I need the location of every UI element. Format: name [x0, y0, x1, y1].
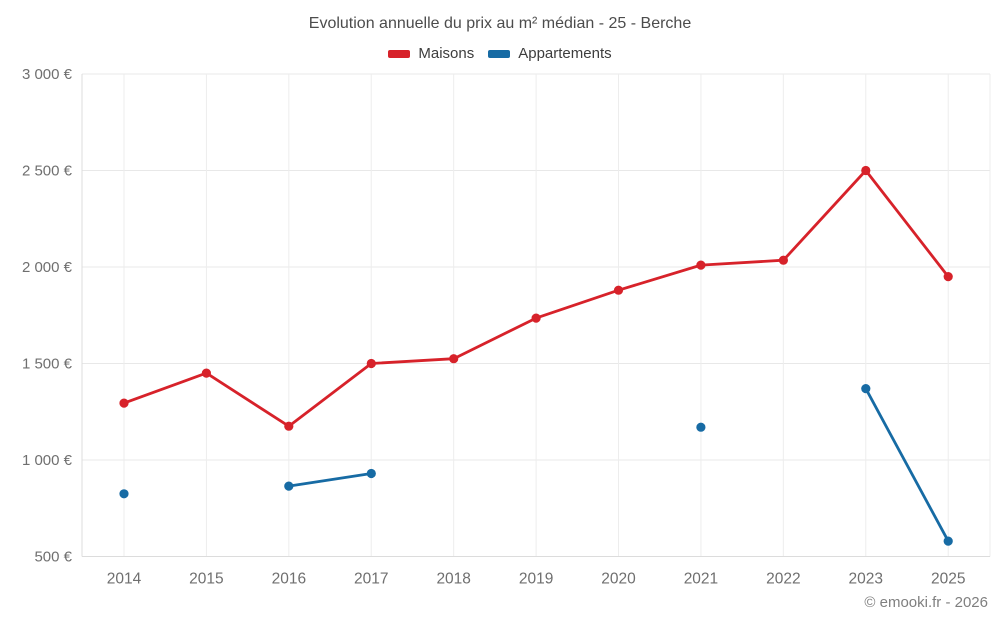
point-maisons-2019[interactable] — [531, 313, 541, 323]
point-maisons-2020[interactable] — [613, 285, 624, 295]
point-appartements-2023[interactable] — [861, 384, 871, 394]
y-tick-label: 500 € — [34, 549, 72, 566]
x-tick-label: 2023 — [849, 571, 883, 588]
x-tick-label: 2019 — [519, 571, 553, 588]
x-tick-label: 2018 — [436, 571, 470, 588]
y-tick-label: 2 000 € — [22, 259, 73, 276]
point-maisons-2018[interactable] — [449, 354, 459, 364]
point-maisons-2015[interactable] — [201, 368, 211, 378]
series-line-appartements — [287, 387, 950, 543]
x-tick-label: 2021 — [684, 571, 718, 588]
y-tick-label: 1 000 € — [22, 452, 73, 469]
point-maisons-2016[interactable] — [284, 421, 294, 431]
point-maisons-2025[interactable] — [943, 272, 953, 282]
point-maisons-2017[interactable] — [366, 358, 376, 369]
chart-title: Evolution annuelle du prix au m² médian … — [308, 15, 692, 32]
chart-legend: Maisons Appartements — [0, 45, 1000, 62]
point-appartements-2014[interactable] — [119, 489, 129, 499]
point-maisons-2023[interactable] — [861, 165, 871, 176]
point-maisons-2014[interactable] — [119, 398, 129, 408]
point-appartements-2017[interactable] — [366, 468, 376, 479]
copyright-text: © emooki.fr - 2026 — [864, 594, 988, 611]
x-tick-label: 2014 — [107, 571, 142, 588]
x-tick-label: 2017 — [354, 571, 388, 588]
x-tick-label: 2025 — [931, 571, 965, 588]
legend-swatch-appartements-icon — [488, 49, 511, 58]
y-tick-label: 2 500 € — [22, 163, 73, 180]
x-tick-label: 2015 — [189, 571, 223, 588]
legend-label-appartements: Appartements — [518, 45, 612, 62]
x-tick-label: 2022 — [766, 571, 800, 588]
y-tick-label: 1 500 € — [22, 356, 73, 373]
y-tick-label: 3 000 € — [22, 66, 73, 83]
x-tick-label: 2016 — [272, 571, 306, 588]
x-tick-label: 2020 — [601, 571, 636, 588]
point-appartements-2021[interactable] — [696, 422, 706, 432]
point-maisons-2022[interactable] — [778, 255, 789, 265]
legend-label-maisons: Maisons — [418, 45, 475, 62]
point-maisons-2021[interactable] — [696, 260, 706, 270]
point-appartements-2025[interactable] — [943, 536, 953, 546]
legend-item-appartements[interactable]: Appartements — [488, 45, 612, 62]
legend-item-maisons[interactable]: Maisons — [388, 45, 474, 62]
legend-swatch-maisons-icon — [388, 49, 411, 58]
point-appartements-2016[interactable] — [284, 481, 294, 491]
